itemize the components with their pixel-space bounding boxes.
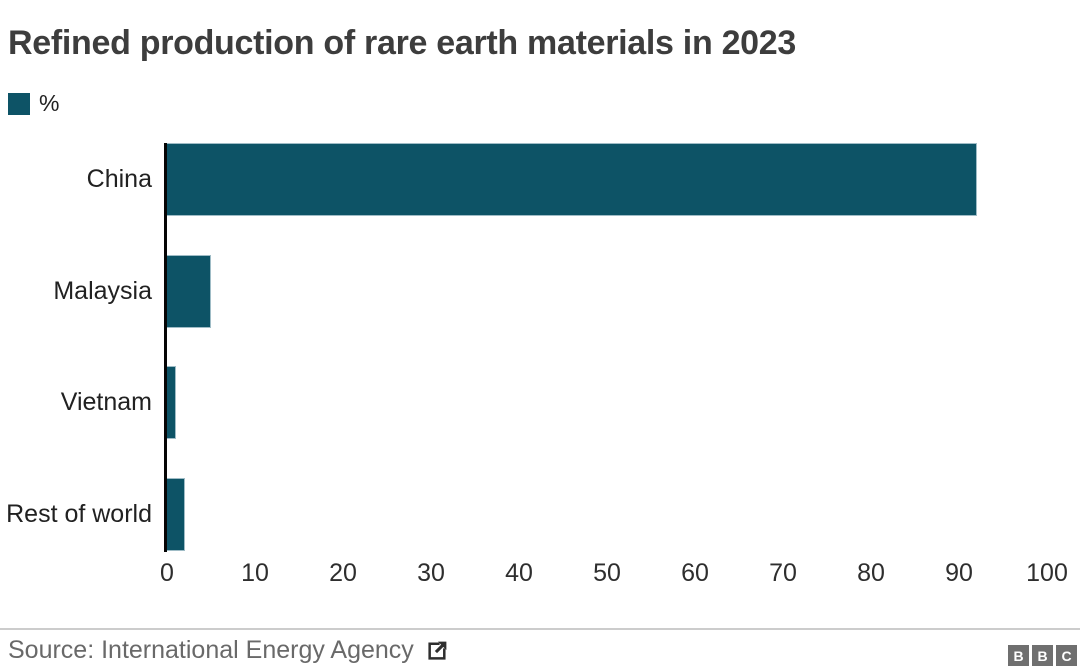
bar-vietnam [167, 366, 176, 439]
x-tick-100: 100 [1026, 559, 1068, 587]
legend: % [8, 90, 59, 117]
y-axis-line [164, 143, 167, 552]
legend-swatch-icon [8, 92, 30, 115]
source-text: Source: International Energy Agency [8, 635, 414, 664]
bar-rest-of-world [167, 478, 185, 551]
bar-malaysia [167, 255, 211, 328]
x-tick-40: 40 [505, 559, 533, 587]
x-tick-20: 20 [329, 559, 357, 587]
bbc-logo-letter-1: B [1008, 645, 1029, 666]
external-link-icon [428, 641, 447, 660]
x-tick-80: 80 [857, 559, 885, 587]
legend-label: % [39, 90, 60, 116]
category-label-vietnam: Vietnam [60, 388, 152, 416]
category-label-malaysia: Malaysia [53, 277, 152, 305]
x-tick-10: 10 [241, 559, 269, 587]
source-link[interactable]: Source: International Energy Agency [8, 636, 449, 664]
category-label-rest-of-world: Rest of world [6, 500, 152, 528]
x-tick-30: 30 [417, 559, 445, 587]
x-tick-50: 50 [593, 559, 621, 587]
bbc-logo-letter-3: C [1056, 645, 1077, 666]
bar-chart: China Malaysia Vietnam Rest of world [0, 143, 1080, 552]
x-tick-90: 90 [945, 559, 973, 587]
x-tick-70: 70 [769, 559, 797, 587]
x-axis-tick-labels: 0 10 20 30 40 50 60 70 80 90 100 [160, 559, 1068, 591]
footer-divider [0, 628, 1080, 630]
x-tick-0: 0 [160, 559, 174, 587]
bar-china [167, 143, 977, 216]
chart-title: Refined production of rare earth materia… [8, 24, 797, 62]
bbc-logo-letter-2: B [1032, 645, 1053, 666]
category-label-china: China [86, 165, 152, 193]
x-tick-60: 60 [681, 559, 709, 587]
